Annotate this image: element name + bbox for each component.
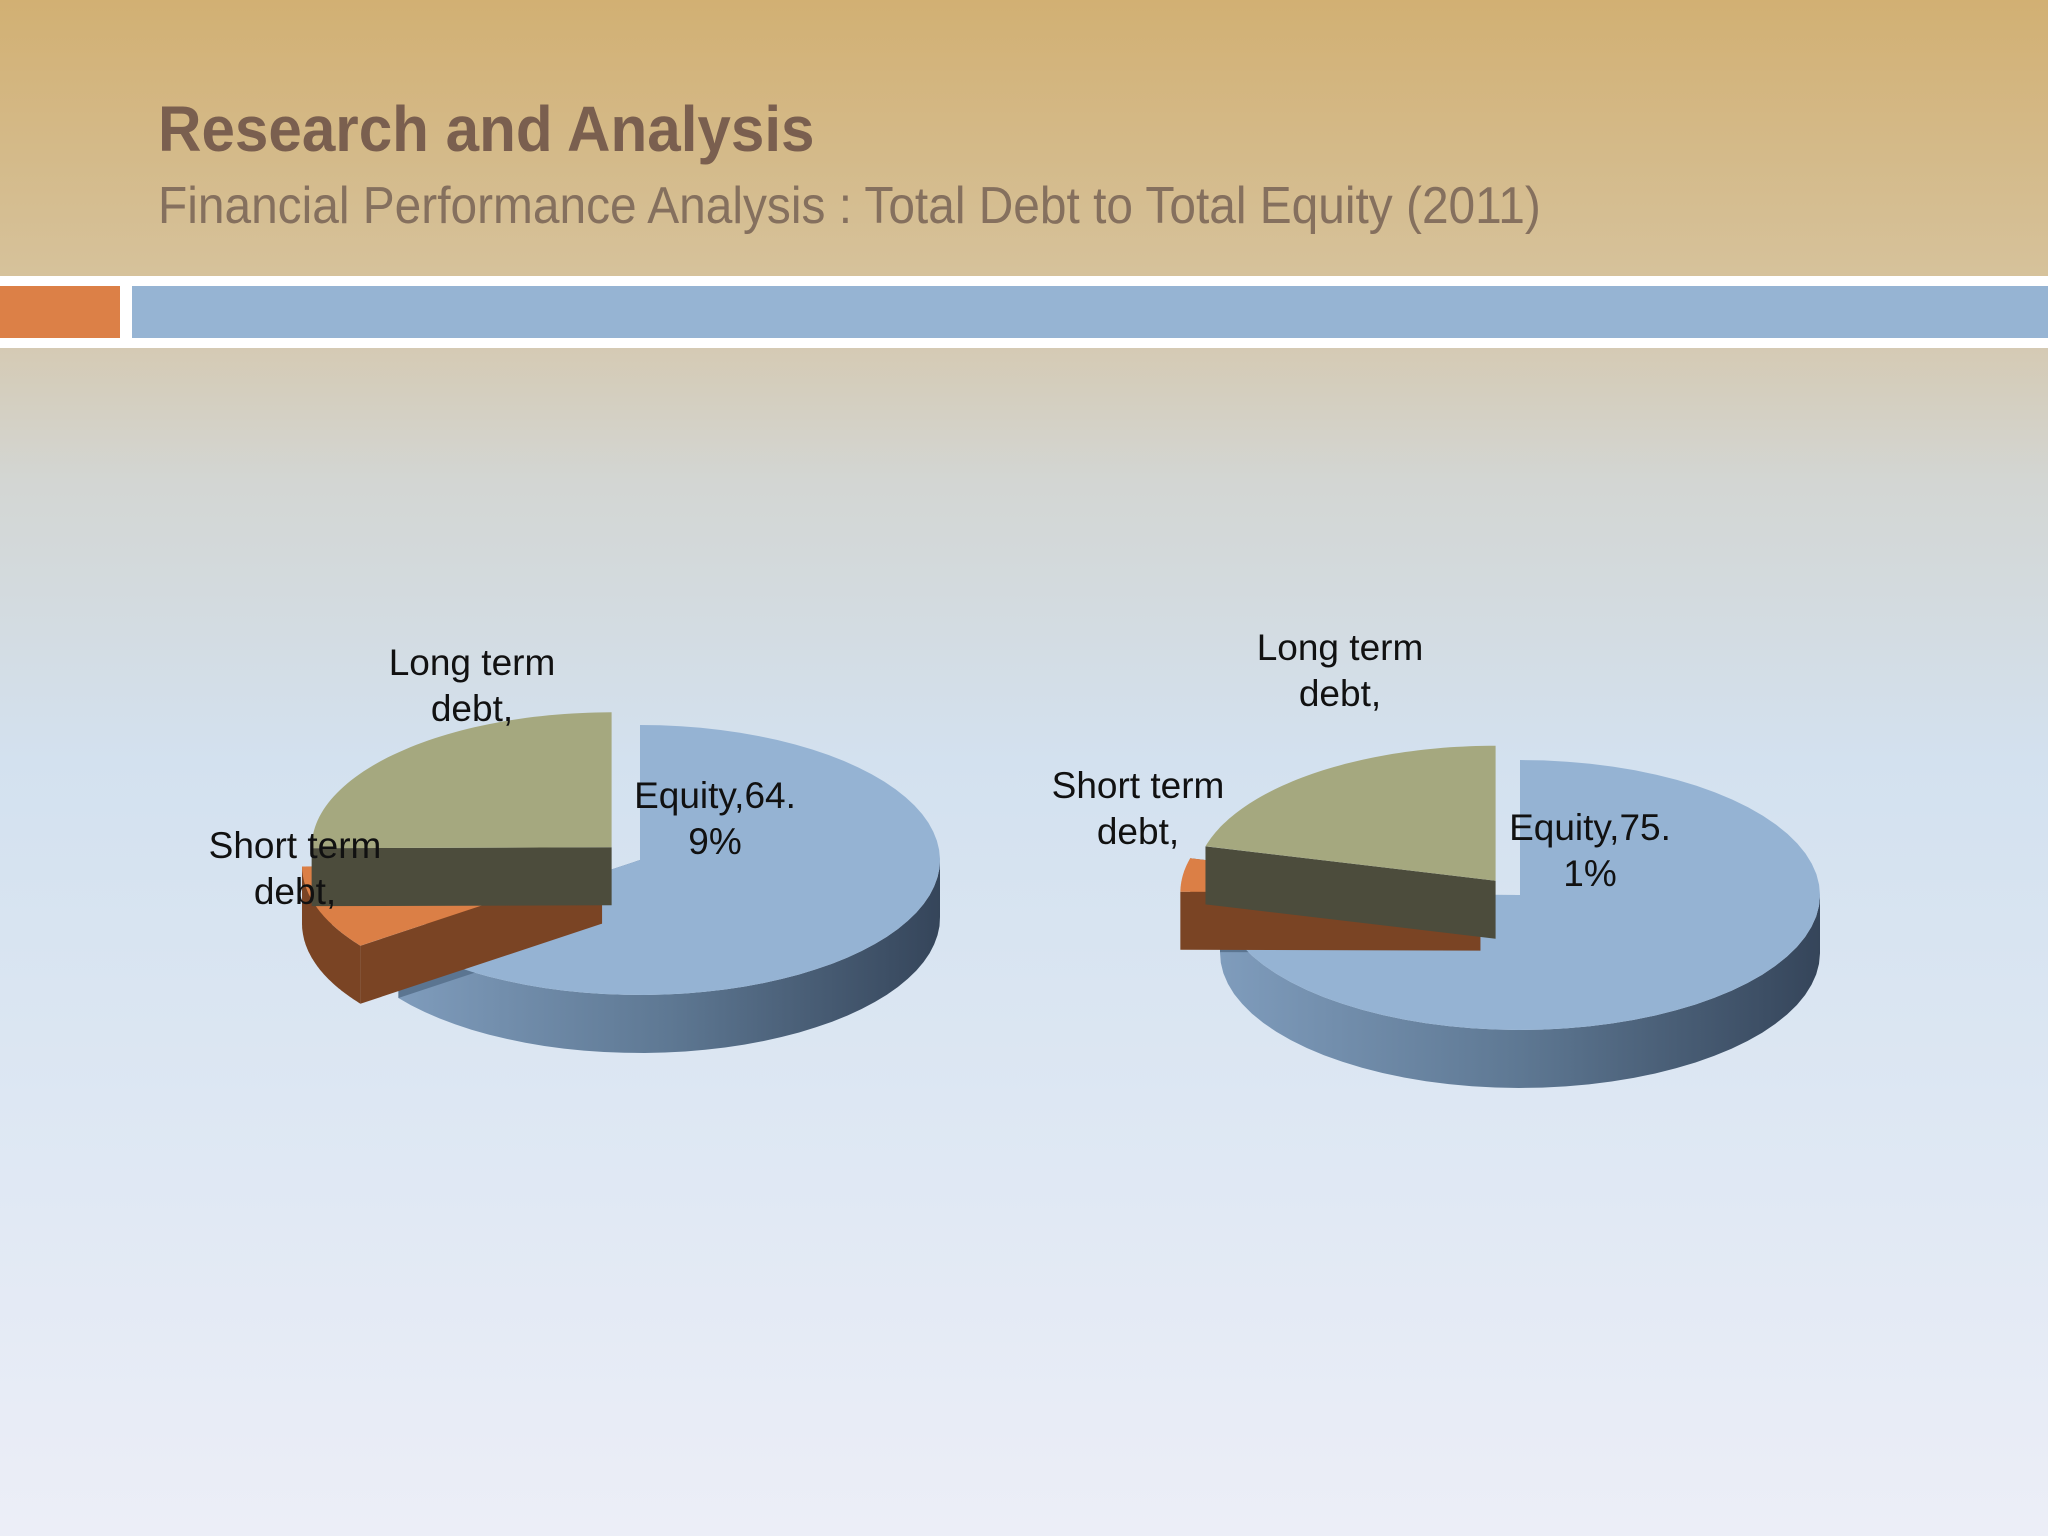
accent-bar-gap (120, 286, 132, 338)
pie-slice-long-term-debt (311, 712, 612, 849)
slice-label-long-term-debt: Long term debt, (389, 642, 556, 729)
slide-subtitle: Financial Performance Analysis : Total D… (158, 177, 1541, 235)
slice-label-long-term-debt: Long term debt, (1257, 627, 1424, 714)
accent-bar-blue (132, 286, 2048, 338)
slice-label-equity: Equity,64. 9% (634, 775, 796, 862)
pie-slice-side-short-term-debt (302, 866, 361, 1004)
pie-chart-left: Equity,64. 9% Short term debt, Long term debt… (209, 642, 940, 1053)
pie-slice-side-equity (1220, 894, 1820, 1088)
pie-chart-right: Equity,75. 1% Short term debt, Long term debt… (1052, 627, 1820, 1088)
slide-header (0, 0, 2048, 276)
slice-label-short-term-debt: Short term debt, (209, 825, 382, 912)
pie-slice-long-term-debt (1205, 745, 1496, 881)
pie-slice-equity (1220, 760, 1820, 1030)
divider-line (0, 276, 2048, 286)
slice-label-short-term-debt: Short term debt, (1052, 765, 1225, 852)
slice-label-equity: Equity,75. 1% (1509, 807, 1671, 894)
divider-line (0, 338, 2048, 348)
pie-slice-side-equity (398, 859, 940, 1053)
accent-bar-orange (0, 286, 120, 338)
slide-title: Research and Analysis (158, 93, 815, 165)
pie-slice-wall-long-term-debt (1205, 846, 1496, 939)
pie-slice-wall-long-term-debt (311, 847, 612, 907)
